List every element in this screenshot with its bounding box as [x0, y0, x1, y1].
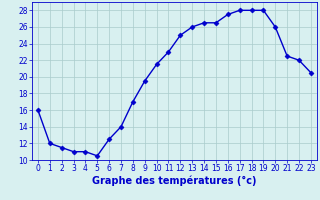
X-axis label: Graphe des températures (°c): Graphe des températures (°c) [92, 176, 257, 186]
